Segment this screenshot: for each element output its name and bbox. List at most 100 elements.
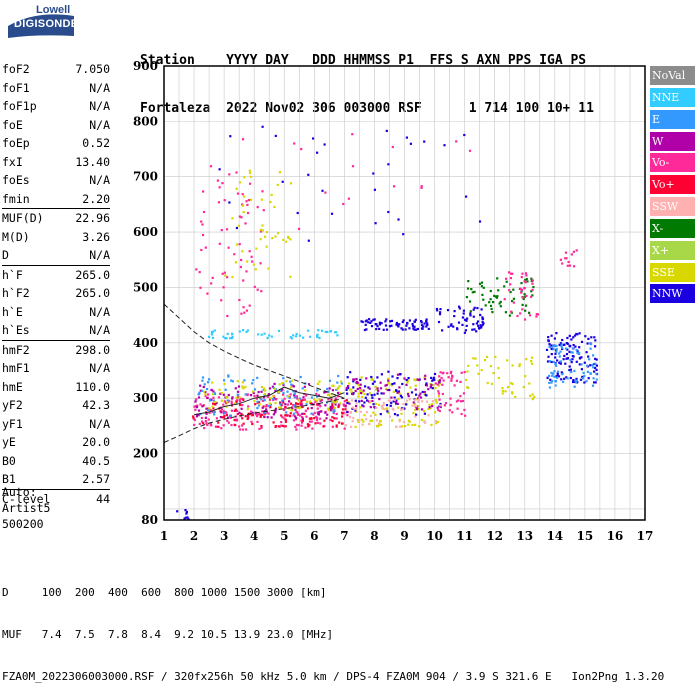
echo-point bbox=[314, 400, 317, 403]
param-row: h`F2 265.0 bbox=[2, 284, 110, 303]
echo-point bbox=[204, 416, 207, 419]
echo-point bbox=[387, 381, 390, 384]
echo-point bbox=[375, 323, 378, 326]
echo-point bbox=[456, 407, 459, 410]
echo-point bbox=[217, 201, 220, 204]
param-value: 42.3 bbox=[82, 398, 110, 412]
echo-point bbox=[193, 423, 196, 426]
echo-point bbox=[453, 315, 456, 318]
echo-point bbox=[294, 425, 297, 428]
echo-point bbox=[247, 416, 250, 419]
echo-point bbox=[395, 321, 398, 325]
echo-point bbox=[330, 398, 333, 401]
echo-point bbox=[392, 408, 395, 411]
echo-point bbox=[423, 140, 426, 143]
echo-point bbox=[465, 319, 468, 322]
echo-point bbox=[397, 218, 400, 221]
echo-point bbox=[571, 347, 574, 350]
echo-point bbox=[256, 376, 259, 379]
echo-point bbox=[374, 402, 377, 405]
echo-point bbox=[243, 176, 246, 179]
echo-point bbox=[310, 396, 313, 399]
echo-point bbox=[555, 375, 558, 378]
echo-point bbox=[269, 397, 272, 400]
echo-point bbox=[316, 417, 319, 420]
echo-point bbox=[518, 365, 521, 368]
echo-point bbox=[566, 336, 569, 340]
echo-point bbox=[357, 420, 360, 423]
param-name: foE bbox=[2, 117, 23, 132]
echo-point bbox=[336, 381, 339, 384]
echo-point bbox=[294, 335, 298, 338]
param-value: N/A bbox=[89, 361, 110, 375]
echo-point bbox=[240, 216, 243, 219]
echo-point bbox=[289, 415, 292, 418]
echo-point bbox=[426, 323, 429, 327]
echo-point bbox=[568, 264, 572, 267]
echo-point bbox=[317, 394, 321, 397]
echo-point bbox=[341, 408, 345, 411]
echo-point bbox=[244, 415, 247, 418]
param-name: B0 bbox=[2, 453, 16, 468]
echo-point bbox=[555, 332, 558, 335]
echo-point bbox=[255, 397, 258, 400]
echo-point bbox=[241, 203, 244, 206]
echo-point bbox=[394, 401, 398, 404]
echo-point bbox=[310, 407, 313, 410]
echo-point bbox=[249, 394, 253, 397]
echo-point bbox=[399, 373, 402, 376]
echo-point bbox=[385, 383, 388, 387]
echo-point bbox=[374, 385, 377, 388]
param-value: 40.5 bbox=[82, 453, 110, 468]
echo-point bbox=[308, 400, 311, 403]
echo-point bbox=[239, 397, 242, 400]
echo-point bbox=[291, 384, 294, 387]
echo-point bbox=[385, 328, 389, 331]
echo-point bbox=[499, 300, 502, 303]
echo-point bbox=[436, 383, 439, 386]
echo-point bbox=[252, 391, 255, 395]
echo-point bbox=[237, 224, 241, 227]
echo-point bbox=[525, 358, 528, 361]
echo-point bbox=[357, 395, 360, 398]
echo-point bbox=[204, 419, 207, 423]
echo-point bbox=[243, 311, 246, 314]
echo-point bbox=[548, 386, 551, 389]
echo-point bbox=[548, 374, 551, 377]
echo-point bbox=[431, 405, 434, 408]
echo-point bbox=[503, 298, 506, 301]
echo-point bbox=[355, 404, 358, 408]
echo-point bbox=[595, 368, 598, 371]
echo-point bbox=[286, 390, 289, 393]
param-row: hmF2 298.0 bbox=[2, 341, 110, 360]
echo-point bbox=[473, 328, 476, 331]
echo-point bbox=[347, 385, 350, 388]
echo-direction-legend: NoVal NNE E W Vo- Vo+ SSW X- X+ SSE NNW bbox=[650, 66, 695, 306]
echo-point bbox=[272, 386, 275, 389]
echo-point bbox=[371, 378, 374, 381]
echo-point bbox=[550, 334, 553, 337]
param-value: 3.26 bbox=[82, 229, 110, 244]
echo-point bbox=[560, 343, 563, 346]
echo-point bbox=[408, 398, 411, 401]
legend-entry: X- bbox=[650, 218, 695, 238]
echo-point bbox=[437, 390, 440, 393]
echo-point bbox=[314, 422, 317, 425]
echo-point bbox=[326, 330, 329, 334]
param-name: hmF1 bbox=[2, 361, 30, 375]
echo-point bbox=[263, 387, 266, 390]
echo-point bbox=[488, 301, 491, 304]
echo-point bbox=[485, 355, 489, 358]
echo-point bbox=[437, 320, 441, 324]
echo-point bbox=[351, 133, 354, 136]
echo-point bbox=[279, 406, 283, 409]
echo-point bbox=[265, 405, 268, 408]
echo-point bbox=[531, 282, 534, 285]
echo-point bbox=[281, 416, 284, 419]
legend-entry: NNE bbox=[650, 87, 695, 107]
echo-point bbox=[212, 399, 215, 402]
echo-point bbox=[414, 384, 417, 387]
echo-point bbox=[365, 328, 368, 331]
echo-point bbox=[552, 372, 555, 375]
